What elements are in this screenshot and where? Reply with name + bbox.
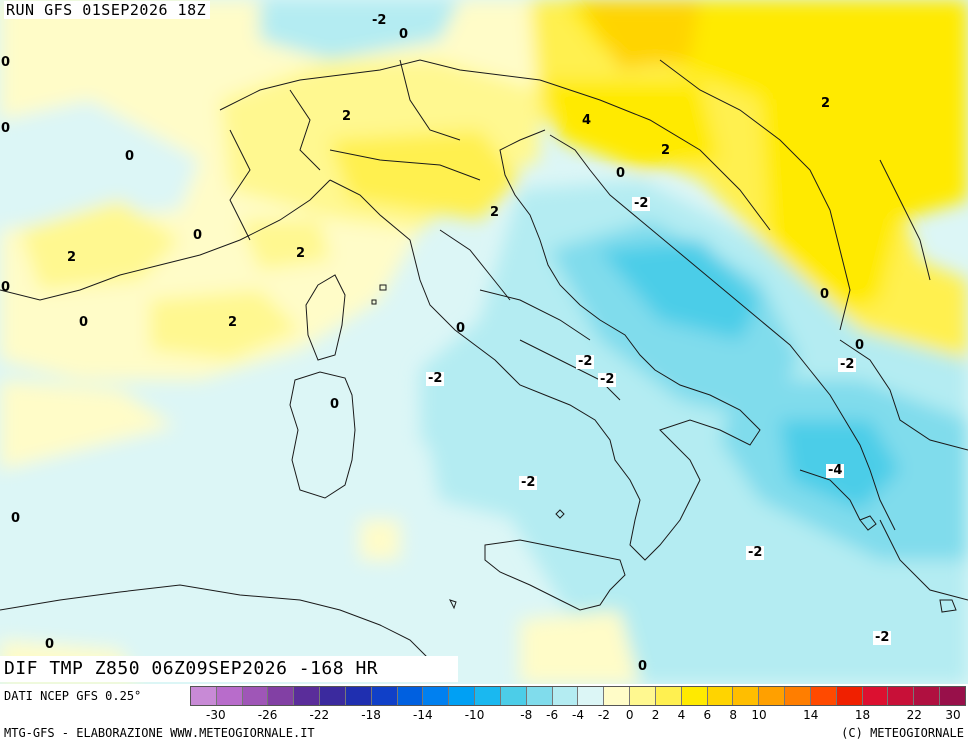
iso-label: -4 (826, 463, 845, 478)
iso-label: -2 (746, 545, 765, 560)
iso-label: -2 (576, 354, 595, 369)
iso-label: 0 (79, 315, 89, 330)
colorbar-tick-label: 14 (803, 708, 819, 722)
colorbar-tick-label: 4 (677, 708, 686, 722)
iso-label: -2 (598, 372, 617, 387)
colorbar-swatch (475, 687, 501, 705)
footer-elaboration: MTG-GFS - ELABORAZIONE WWW.METEOGIORNALE… (4, 726, 315, 740)
colorbar-tick-label: -10 (464, 708, 485, 722)
colorbar-swatch (294, 687, 321, 705)
iso-label: 0 (45, 637, 55, 652)
colorbar-swatch (216, 687, 243, 705)
colorbar-swatch (940, 687, 965, 705)
colorbar-tick-label: -2 (597, 708, 610, 722)
colorbar-swatch (423, 687, 450, 705)
colorbar-swatch (707, 687, 734, 705)
iso-label: 2 (296, 246, 306, 261)
iso-label: 2 (342, 109, 352, 124)
colorbar-tick-label: -6 (546, 708, 559, 722)
data-source-label: DATI NCEP GFS 0.25° (4, 689, 142, 703)
iso-label: -2 (838, 357, 857, 372)
colorbar-swatch (785, 687, 811, 705)
iso-label: 0 (820, 287, 830, 302)
colorbar-tick-label: -4 (572, 708, 584, 722)
iso-label: 0 (1, 55, 11, 70)
colorbar-tick-labels: -30 -26 -22 -18 -14 -10 -8 -6 -4 -2 0 2 4 6 8 10 14 18 22 3… (190, 708, 966, 722)
colorbar-swatch (578, 687, 605, 705)
colorbar-swatch (552, 687, 579, 705)
iso-label: 0 (330, 397, 340, 412)
colorbar-tick-label: -14 (412, 708, 433, 722)
colorbar-swatch (655, 687, 682, 705)
iso-label: 0 (855, 338, 865, 353)
run-label: RUN GFS 01SEP2026 18Z (4, 1, 211, 19)
colorbar-tick-label: 0 (625, 708, 634, 722)
colorbar-tick-label: -26 (257, 708, 278, 722)
colorbar-swatch (733, 687, 760, 705)
colorbar-swatch (914, 687, 941, 705)
temperature-anomaly-map (0, 0, 968, 684)
colorbar-swatch (371, 687, 398, 705)
colorbar-swatch (320, 687, 346, 705)
iso-label: 0 (456, 321, 466, 336)
iso-label: -2 (426, 371, 445, 386)
iso-label: -2 (372, 13, 387, 28)
colorbar-tick-label: 8 (729, 708, 738, 722)
iso-label: 4 (582, 113, 592, 128)
colorbar-tick-label: -30 (206, 708, 226, 722)
colorbar-swatch (810, 687, 837, 705)
colorbar-swatch (242, 687, 269, 705)
map-title: DIF TMP Z850 06Z09SEP2026 -168 HR (0, 656, 458, 682)
colorbar-tick-label: 10 (751, 708, 767, 722)
islands (371, 284, 957, 613)
iso-label: -2 (519, 475, 538, 490)
colorbar-tick-label: 22 (906, 708, 922, 722)
anomaly-fill-field (0, 0, 968, 684)
iso-label: 0 (399, 27, 409, 42)
colorbar-swatch (836, 687, 863, 705)
colorbar-swatch (526, 687, 553, 705)
colorbar-swatch (345, 687, 372, 705)
iso-label: 0 (193, 228, 203, 243)
coastlines (0, 59, 968, 661)
iso-label: 2 (661, 143, 671, 158)
colorbar-tick-label: -8 (520, 708, 533, 722)
iso-label: 0 (11, 511, 21, 526)
colorbar-tick-label: 6 (703, 708, 712, 722)
iso-label: 0 (616, 166, 626, 181)
colorbar-swatch (630, 687, 656, 705)
colorbar-tick-label: 30 (945, 708, 961, 722)
iso-label: 2 (228, 315, 238, 330)
colorbar-swatch (191, 687, 217, 705)
iso-label: 2 (821, 96, 831, 111)
iso-label: 2 (67, 250, 77, 265)
colorbar-swatch (888, 687, 915, 705)
colorbar-swatch (449, 687, 476, 705)
colorbar-swatch (500, 687, 527, 705)
iso-label: 0 (1, 280, 11, 295)
colorbar-tick-label: -22 (309, 708, 330, 722)
colorbar-swatch (604, 687, 631, 705)
footer-copyright: (C) METEOGIORNALE (841, 726, 964, 740)
iso-label: 0 (638, 659, 648, 674)
colorbar (190, 686, 966, 706)
iso-label: -2 (873, 630, 892, 645)
colorbar-swatch (397, 687, 424, 705)
iso-label: 0 (125, 149, 135, 164)
colorbar-tick-label: 2 (651, 708, 660, 722)
iso-label: -2 (632, 196, 651, 211)
colorbar-tick-label: 18 (854, 708, 871, 722)
colorbar-swatch (268, 687, 295, 705)
colorbar-swatch (862, 687, 889, 705)
colorbar-swatch (759, 687, 786, 705)
iso-label: 2 (490, 205, 500, 220)
colorbar-swatch (681, 687, 708, 705)
iso-label: 0 (1, 121, 11, 136)
colorbar-tick-label: -18 (361, 708, 381, 722)
